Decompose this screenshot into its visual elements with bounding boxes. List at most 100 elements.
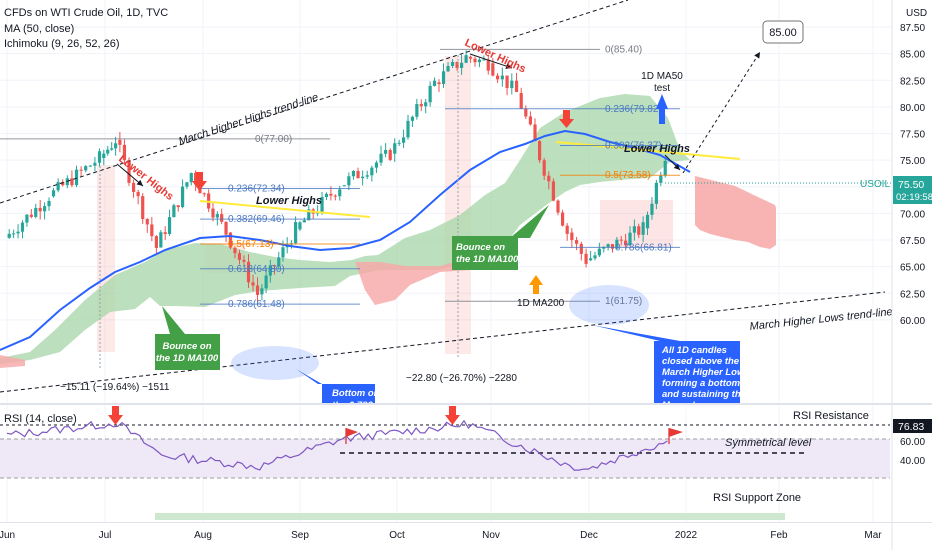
- candle-body: [551, 181, 555, 201]
- candle-body: [347, 176, 351, 186]
- candle-body: [361, 176, 365, 179]
- candle-body: [486, 59, 490, 71]
- candle-body: [432, 80, 437, 86]
- candle-body: [25, 214, 29, 223]
- candle-body: [145, 218, 149, 225]
- candle-body: [150, 224, 154, 237]
- candle-body: [579, 243, 583, 254]
- highlight-box-december: [600, 200, 673, 248]
- fib-level-label-left: 0.618(64.80): [228, 264, 285, 275]
- candle-body: [351, 171, 356, 177]
- rsi-value-tag: [893, 419, 932, 433]
- price-tick-label: 62.50: [900, 289, 925, 300]
- candle-body: [255, 285, 260, 295]
- candle-body: [97, 151, 102, 163]
- candle-body: [401, 137, 406, 143]
- candle-body: [268, 265, 272, 276]
- measure-label-right: −22.80 (−26.70%) −2280: [406, 373, 517, 384]
- candle-body: [495, 75, 500, 80]
- svg-text:and sustaining the: and sustaining the: [662, 389, 747, 400]
- ma50-line: [0, 129, 691, 351]
- svg-text:forming a bottom: forming a bottom: [662, 378, 741, 389]
- price-tick-label: 77.50: [900, 130, 925, 141]
- rsi-tick-label: 40.00: [900, 456, 925, 467]
- rsi-flag-icon-1: [345, 428, 358, 444]
- candle-body: [619, 239, 623, 241]
- bounce-callout-mid: Bounce on the 1D MA100: [452, 205, 549, 270]
- candle-body: [397, 142, 401, 144]
- candle-body: [464, 55, 468, 63]
- lower-highs-line-yellow-1: [199, 200, 371, 218]
- target-box[interactable]: [762, 20, 804, 44]
- candle-body: [88, 165, 92, 167]
- candlestick-series: [7, 50, 667, 303]
- candle-body: [441, 71, 446, 85]
- lower-highs-label-4: Lower Highs: [624, 143, 690, 155]
- fib-level-label-right: 0.5(73.58): [605, 170, 651, 181]
- candle-body: [538, 141, 542, 161]
- candle-body: [628, 232, 632, 246]
- fib-level-label-right: 0.786(66.81): [615, 242, 672, 253]
- time-tick-label: Mar: [864, 530, 882, 541]
- candle-body: [74, 169, 79, 186]
- candle-body: [637, 226, 641, 235]
- candle-body: [277, 257, 281, 267]
- price-tick-label: 82.50: [900, 76, 925, 87]
- ma200-up-arrow-icon: [529, 275, 543, 294]
- candle-body: [514, 80, 519, 92]
- candle-body: [185, 182, 189, 187]
- time-tick-label: Feb: [770, 530, 788, 541]
- candle-body: [329, 193, 333, 196]
- bottom-ellipse-dec: [569, 285, 649, 325]
- candle-body: [424, 102, 428, 107]
- candle-body: [154, 236, 158, 248]
- candle-body: [167, 217, 172, 234]
- candle-body: [437, 82, 441, 85]
- candle-body: [374, 162, 379, 168]
- candle-body: [459, 62, 464, 68]
- candle-body: [406, 120, 410, 138]
- candle-body: [650, 203, 654, 215]
- fib-level-label-right: 0(85.40): [605, 44, 642, 55]
- candle-body: [233, 247, 237, 254]
- symbol-title[interactable]: CFDs on WTI Crude Oil, 1D, TVC: [4, 7, 169, 19]
- candle-body: [654, 182, 658, 204]
- ma50-test-up-arrow-icon: [656, 94, 668, 124]
- indicator-ichimoku[interactable]: Ichimoku (9, 26, 52, 26): [4, 38, 120, 50]
- last-price-tag: [893, 176, 932, 204]
- candle-body: [468, 56, 473, 59]
- time-axis: Jun Jul Aug Sep Oct Nov Dec 2022 Feb Mar: [0, 530, 882, 541]
- svg-text:Bounce on: Bounce on: [162, 341, 211, 352]
- candle-body: [533, 124, 537, 142]
- candle-body: [524, 108, 528, 117]
- time-tick-label: Sep: [291, 530, 309, 541]
- svg-text:Megaphone: Megaphone: [662, 400, 715, 411]
- candle-body: [556, 200, 560, 213]
- candle-body: [542, 160, 546, 176]
- candle-body: [211, 208, 215, 218]
- candle-body: [127, 160, 131, 183]
- price-tick-label: 67.50: [900, 236, 925, 247]
- candle-body: [294, 222, 298, 244]
- candle-body: [370, 167, 374, 176]
- candle-body: [324, 193, 329, 198]
- candle-body: [584, 253, 588, 264]
- candle-body: [106, 149, 110, 154]
- candle-body: [202, 193, 206, 195]
- candle-body: [194, 172, 198, 185]
- candle-body: [428, 85, 432, 103]
- time-tick-label: Jul: [99, 530, 112, 541]
- candle-body: [34, 207, 38, 217]
- price-tick-label: 75.00: [900, 156, 925, 167]
- candle-body: [281, 247, 285, 258]
- indicator-ma[interactable]: MA (50, close): [4, 22, 75, 35]
- measure-label-left: −15.11 (−19.64%) −1511: [60, 382, 170, 393]
- red-down-arrow-icon-2: [559, 110, 574, 128]
- candle-body: [320, 197, 324, 212]
- svg-text:the 1D MA100: the 1D MA100: [456, 254, 519, 265]
- price-tick-label: 70.00: [900, 209, 925, 220]
- symmetrical-level-label: Symmetrical level: [725, 437, 812, 449]
- candle-body: [307, 209, 311, 221]
- price-tick-label: 65.00: [900, 263, 925, 274]
